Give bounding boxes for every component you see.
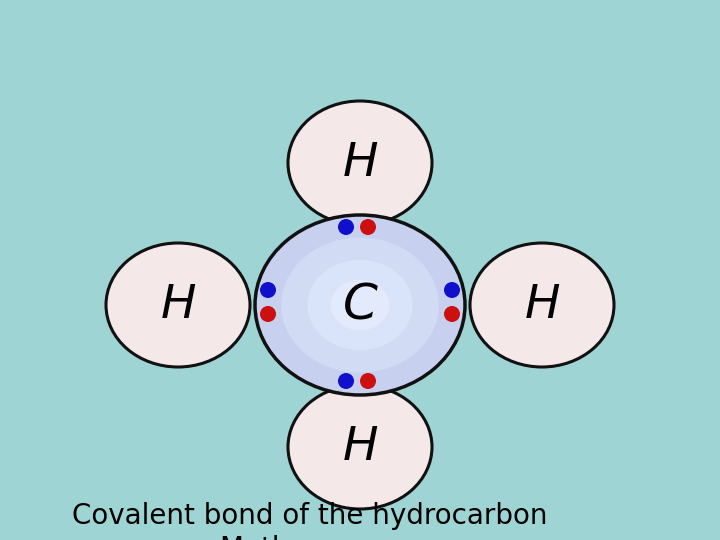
Circle shape [360, 219, 376, 235]
Ellipse shape [307, 260, 413, 350]
Ellipse shape [470, 243, 614, 367]
Ellipse shape [255, 215, 465, 395]
Ellipse shape [288, 385, 432, 509]
Ellipse shape [282, 238, 438, 373]
Text: H: H [524, 282, 559, 327]
Ellipse shape [330, 280, 390, 330]
Circle shape [444, 306, 460, 322]
Circle shape [444, 282, 460, 298]
Circle shape [360, 373, 376, 389]
Text: C: C [343, 281, 377, 329]
Circle shape [338, 373, 354, 389]
Text: H: H [161, 282, 196, 327]
Ellipse shape [288, 101, 432, 225]
Text: Covalent bond of the hydrocarbon
Methane gas: Covalent bond of the hydrocarbon Methane… [72, 502, 547, 540]
Circle shape [260, 306, 276, 322]
Text: H: H [342, 424, 378, 469]
Circle shape [338, 219, 354, 235]
Ellipse shape [106, 243, 250, 367]
Circle shape [260, 282, 276, 298]
Text: H: H [342, 140, 378, 186]
